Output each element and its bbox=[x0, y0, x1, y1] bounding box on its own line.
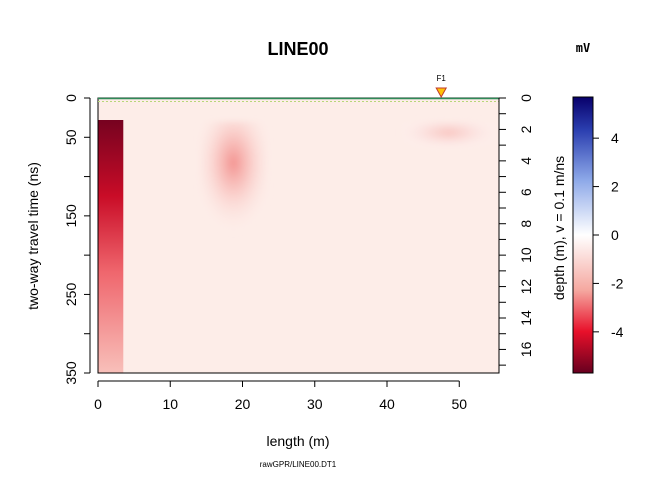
radargram-image bbox=[98, 120, 496, 373]
y-tick-label: 250 bbox=[63, 283, 79, 307]
depth-tick-label: 12 bbox=[518, 279, 534, 295]
depth-tick-label: 8 bbox=[518, 220, 534, 228]
fiducial-marker: F1 bbox=[435, 74, 448, 99]
colorbar-tick-label: 4 bbox=[611, 130, 619, 146]
y-tick-label: 50 bbox=[63, 129, 79, 145]
colorbar-unit: mV bbox=[576, 41, 590, 55]
x-tick-label: 20 bbox=[235, 396, 251, 412]
radargram-anomaly bbox=[98, 120, 124, 373]
y-tick-label: 350 bbox=[63, 361, 79, 385]
colorbar-tick-label: -2 bbox=[611, 275, 624, 291]
colorbar-tick-label: 0 bbox=[611, 227, 619, 243]
x-tick-label: 50 bbox=[451, 396, 467, 412]
depth-tick-label: 6 bbox=[518, 188, 534, 196]
x-axis: 0 10 20 30 40 50 bbox=[94, 380, 467, 412]
x-tick-label: 30 bbox=[307, 396, 323, 412]
depth-tick-label: 10 bbox=[518, 247, 534, 263]
depth-tick-label: 0 bbox=[518, 94, 534, 102]
depth-tick-label: 16 bbox=[518, 341, 534, 357]
x-axis-label: length (m) bbox=[266, 433, 329, 449]
depth-tick-label: 4 bbox=[518, 157, 534, 165]
y-axis-label: two-way travel time (ns) bbox=[25, 162, 41, 310]
x-tick-label: 40 bbox=[379, 396, 395, 412]
colorbar-tick-label: 2 bbox=[611, 179, 619, 195]
radargram-anomaly bbox=[199, 121, 268, 240]
x-tick-label: 0 bbox=[94, 396, 102, 412]
y-tick-label: 0 bbox=[63, 94, 79, 102]
radargram-anomaly bbox=[401, 121, 496, 153]
depth-axis-label: depth (m), v = 0.1 m/ns bbox=[551, 156, 567, 300]
y-tick-label: 150 bbox=[63, 204, 79, 228]
colorbar-axis: 4 2 0 -2 -4 bbox=[593, 130, 624, 340]
fiducial-label: F1 bbox=[437, 74, 447, 83]
chart-title: LINE00 bbox=[267, 39, 328, 59]
x-tick-label: 10 bbox=[162, 396, 178, 412]
depth-axis: 0 2 4 6 8 10 12 14 16 bbox=[498, 94, 534, 373]
y-axis: 0 50 150 250 350 bbox=[63, 94, 91, 385]
fiducial-triangle-icon bbox=[435, 87, 448, 99]
colorbar bbox=[572, 96, 594, 374]
colorbar-tick-label: -4 bbox=[611, 324, 624, 340]
source-file-label: rawGPR/LINE00.DT1 bbox=[260, 460, 337, 469]
depth-tick-label: 14 bbox=[518, 310, 534, 326]
depth-tick-label: 2 bbox=[518, 125, 534, 133]
